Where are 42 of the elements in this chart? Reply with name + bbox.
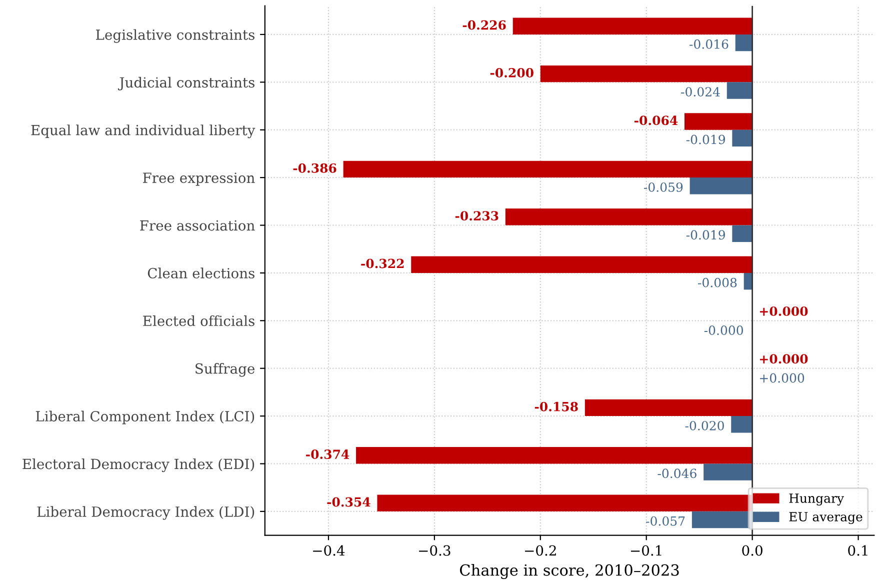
data-label: -0.057 [646, 516, 685, 526]
data-label: -0.020 [685, 420, 724, 430]
data-label: -0.158 [534, 402, 578, 412]
x-tick-label: 0.1 [848, 545, 868, 556]
data-label: -0.000 [704, 326, 744, 335]
x-tick-label: 0.0 [742, 545, 762, 556]
legend-label: Hungary [789, 494, 844, 506]
data-label: +0.000 [760, 354, 808, 364]
y-tick-label: Clean elections [148, 268, 254, 278]
y-tick-label: Liberal Component Index (LCI) [36, 410, 254, 424]
y-tick-label: Free association [140, 220, 255, 231]
data-label: -0.019 [686, 230, 725, 240]
data-label: -0.374 [306, 450, 350, 460]
data-label: -0.233 [455, 211, 498, 221]
x-tick-label: −0.2 [525, 545, 556, 556]
y-tick-label: Free expression [143, 172, 255, 186]
data-label: -0.200 [490, 68, 534, 78]
data-label: -0.046 [658, 468, 696, 478]
x-tick-label: −0.1 [630, 545, 662, 556]
y-tick-label: Elected officials [143, 315, 254, 326]
data-label: -0.008 [698, 278, 737, 288]
data-label: +0.000 [760, 373, 804, 383]
data-label: -0.016 [690, 39, 728, 49]
data-label: -0.322 [361, 258, 404, 268]
y-tick-label: Judicial constraints [118, 76, 254, 90]
y-tick-label: Legislative constraints [96, 29, 254, 43]
data-label: -0.024 [681, 87, 720, 97]
y-tick-label: Equal law and individual liberty [31, 124, 256, 138]
x-axis-title: Change in score, 2010–2023 [460, 564, 679, 579]
legend-label: EU average [789, 512, 862, 524]
x-tick-label: −0.4 [313, 545, 345, 556]
data-label: -0.019 [686, 134, 725, 144]
data-label: -0.354 [327, 497, 370, 507]
y-tick-label: Suffrage [196, 363, 254, 377]
data-label: -0.064 [634, 116, 678, 126]
x-tick-label: −0.3 [419, 545, 450, 556]
data-label: +0.000 [760, 306, 808, 316]
data-label: -0.226 [462, 20, 506, 30]
data-label: -0.386 [293, 163, 336, 173]
data-label: -0.059 [644, 182, 683, 192]
y-tick-label: Electoral Democracy Index (EDI) [22, 458, 254, 472]
y-tick-label: Liberal Democracy Index (LDI) [37, 506, 254, 520]
